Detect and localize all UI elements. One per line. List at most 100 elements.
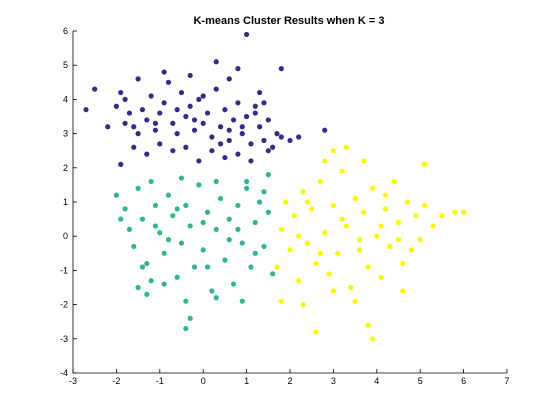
data-point <box>244 113 250 120</box>
data-point <box>387 243 393 250</box>
data-point <box>213 226 219 232</box>
data-point <box>244 31 250 38</box>
data-point <box>139 107 146 113</box>
data-point <box>170 120 176 126</box>
x-tick-label: 1 <box>244 376 249 386</box>
data-point <box>248 264 254 270</box>
data-point <box>226 216 232 222</box>
data-point <box>257 124 263 130</box>
data-point <box>270 271 276 277</box>
data-point <box>222 154 228 161</box>
data-point <box>313 260 319 267</box>
data-point <box>148 93 154 99</box>
data-point <box>178 240 185 246</box>
data-point <box>191 127 198 133</box>
data-point <box>248 141 254 147</box>
x-tick-label: 6 <box>461 376 466 386</box>
data-point <box>157 141 163 147</box>
data-point <box>452 209 458 215</box>
data-point <box>356 247 363 253</box>
data-points <box>83 31 467 342</box>
data-point <box>417 237 423 243</box>
x-tick-label: -1 <box>156 376 164 386</box>
data-point <box>369 336 376 342</box>
data-point <box>226 76 232 82</box>
cluster-1-points <box>83 31 328 167</box>
data-point <box>369 185 376 191</box>
data-point <box>209 288 215 294</box>
data-point <box>165 192 172 198</box>
y-tick-label: -2 <box>60 300 68 310</box>
data-point <box>187 315 193 321</box>
data-point <box>261 189 267 195</box>
data-point <box>230 117 237 123</box>
data-point <box>278 298 284 304</box>
y-tick-label: 4 <box>63 94 68 104</box>
data-point <box>135 284 141 291</box>
data-point <box>217 141 224 147</box>
data-point <box>326 271 332 277</box>
data-point <box>204 264 211 270</box>
data-point <box>113 103 119 109</box>
data-point <box>174 206 180 212</box>
y-tick-label: 2 <box>63 163 68 173</box>
data-point <box>239 124 245 130</box>
data-point <box>213 59 219 65</box>
x-tick-label: -2 <box>112 376 120 386</box>
data-point <box>174 107 180 113</box>
data-point <box>291 213 297 219</box>
data-point <box>395 237 402 243</box>
data-point <box>165 237 172 243</box>
data-point <box>83 107 89 113</box>
data-point <box>265 209 271 215</box>
data-point <box>274 131 280 137</box>
data-point <box>144 151 150 157</box>
data-point <box>330 202 336 209</box>
data-point <box>261 100 267 106</box>
data-point <box>118 89 124 96</box>
data-point <box>118 216 124 222</box>
data-point <box>261 243 267 250</box>
data-point <box>300 189 306 195</box>
data-point <box>200 93 206 99</box>
data-point <box>139 216 146 222</box>
data-point <box>178 175 185 181</box>
data-point <box>244 178 250 185</box>
data-point <box>252 250 258 256</box>
data-point <box>421 161 428 167</box>
data-point <box>317 250 323 256</box>
data-point <box>287 247 293 253</box>
data-point <box>152 127 159 133</box>
data-point <box>239 131 245 137</box>
data-point <box>421 202 428 209</box>
data-point <box>248 158 254 164</box>
data-point <box>261 137 267 144</box>
y-tick-label: -3 <box>60 334 68 344</box>
data-point <box>126 110 133 116</box>
data-point <box>213 86 219 92</box>
data-point <box>365 322 371 328</box>
y-tick-label: -1 <box>60 265 68 275</box>
data-point <box>222 257 228 263</box>
data-point <box>265 117 271 123</box>
data-point <box>174 274 180 280</box>
data-point <box>235 226 241 232</box>
data-point <box>322 127 328 133</box>
data-point <box>322 158 328 164</box>
data-point <box>356 237 363 243</box>
x-tick-label: 7 <box>504 376 509 386</box>
data-point <box>461 209 467 215</box>
x-tick-label: -3 <box>69 376 77 386</box>
data-point <box>252 103 258 109</box>
data-point <box>135 185 141 191</box>
data-point <box>209 134 215 140</box>
data-point <box>257 89 263 96</box>
data-point <box>196 158 202 164</box>
data-point <box>135 131 141 137</box>
data-point <box>439 213 445 219</box>
data-point <box>382 192 389 198</box>
data-point <box>235 151 241 157</box>
data-point <box>244 185 250 191</box>
y-tick-label: -4 <box>60 368 68 378</box>
